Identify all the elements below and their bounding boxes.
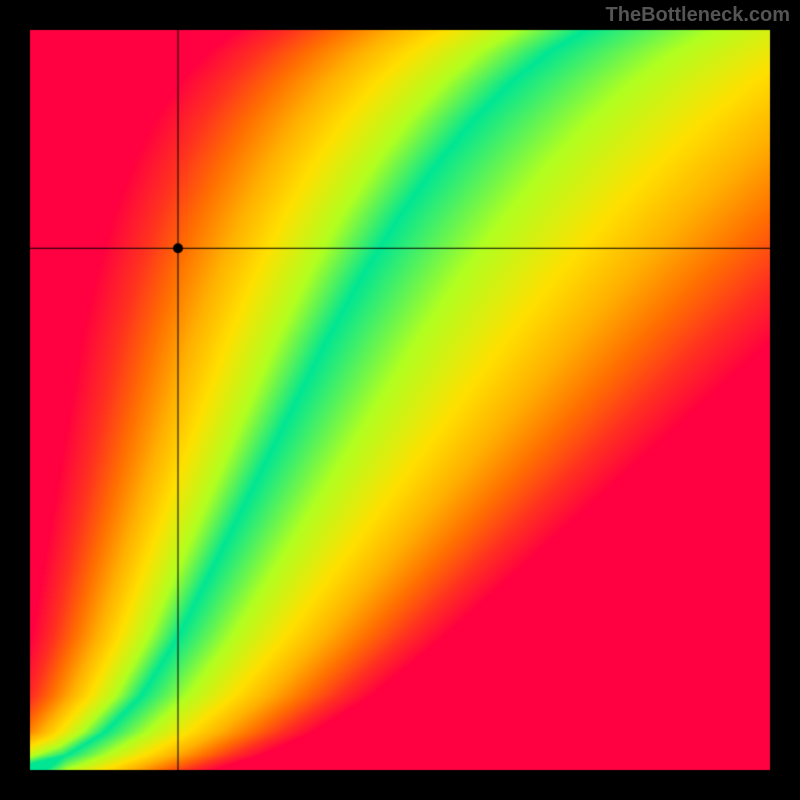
watermark-text: TheBottleneck.com bbox=[606, 4, 790, 27]
heatmap-canvas bbox=[0, 0, 800, 800]
chart-container: TheBottleneck.com bbox=[0, 0, 800, 800]
